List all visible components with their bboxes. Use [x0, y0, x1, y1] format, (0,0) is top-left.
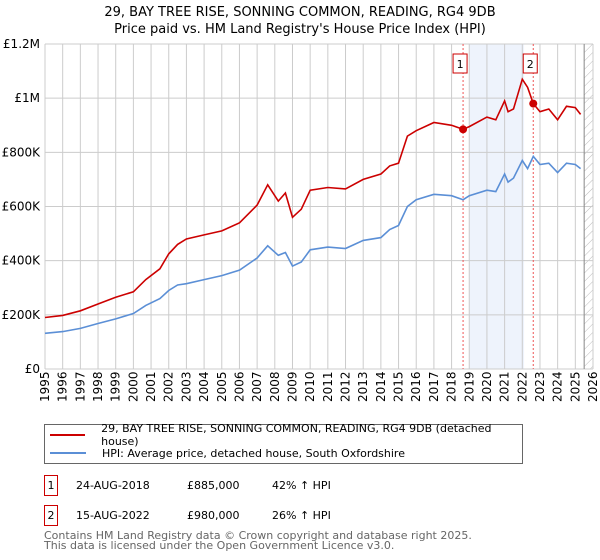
x-tick-label: 2021: [498, 371, 512, 402]
legend-label: HPI: Average price, detached house, Sout…: [102, 446, 405, 460]
x-tick-label: 2001: [144, 371, 158, 402]
transaction-row: 2 15-AUG-2022 £980,000 26% ↑ HPI: [44, 504, 331, 526]
x-tick-label: 1995: [38, 371, 52, 402]
x-tick-label: 1997: [73, 371, 87, 402]
footer: Contains HM Land Registry data © Crown c…: [44, 529, 472, 552]
y-tick-label: £200K: [2, 308, 42, 322]
transaction-date: 24-AUG-2018: [76, 478, 150, 492]
x-tick-label: 2010: [303, 371, 317, 402]
x-tick-label: 2004: [197, 371, 211, 402]
legend-swatch-red: [50, 434, 86, 436]
x-tick-label: 1999: [109, 371, 123, 402]
transaction-price: £885,000: [187, 478, 240, 492]
title-line: 29, BAY TREE RISE, SONNING COMMON, READI…: [104, 5, 496, 20]
x-tick-label: 2015: [392, 371, 406, 402]
sale-point: [459, 125, 468, 134]
legend-item-property: 29, BAY TREE RISE, SONNING COMMON, READI…: [45, 422, 522, 448]
transaction-hpi: 26% ↑ HPI: [272, 508, 331, 522]
x-tick-label: 2002: [162, 371, 176, 402]
y-tick-label: £1M: [14, 91, 40, 105]
transaction-price: £980,000: [187, 508, 240, 522]
y-tick-label: £600K: [2, 200, 42, 214]
x-tick-label: 2025: [568, 371, 582, 402]
x-tick-label: 2006: [232, 371, 246, 402]
legend: 29, BAY TREE RISE, SONNING COMMON, READI…: [44, 422, 523, 464]
transaction-hpi: 42% ↑ HPI: [272, 478, 331, 492]
x-tick-label: 1998: [91, 371, 105, 402]
x-tick-label: 2026: [586, 371, 600, 402]
sale-label-box: [522, 53, 538, 74]
y-tick-label: £400K: [2, 254, 42, 268]
x-tick-label: 2014: [374, 371, 388, 402]
x-tick-label: 2013: [356, 371, 370, 402]
sale-label: 1: [457, 58, 464, 71]
x-tick-label: 2000: [126, 371, 140, 402]
x-tick-label: 2022: [515, 371, 529, 402]
x-tick-label: 2018: [445, 371, 459, 402]
subtitle-line: Price paid vs. HM Land Registry's House …: [114, 22, 486, 37]
chart-title: 29, BAY TREE RISE, SONNING COMMON, READI…: [0, 4, 600, 38]
x-tick-label: 2007: [250, 371, 264, 402]
legend-item-hpi: HPI: Average price, detached house, Sout…: [45, 444, 405, 462]
sale-label: 2: [527, 58, 534, 71]
legend-swatch-blue: [50, 452, 86, 454]
x-tick-label: 2012: [339, 371, 353, 402]
price-chart: 1995 1996 1997 1998 1999 2000 2001 2002 2003 2004…: [2, 37, 600, 402]
x-tick-label: 2008: [268, 371, 282, 402]
x-tick-label: 2024: [551, 371, 565, 402]
sale-label-box: [452, 53, 468, 74]
property-price-line: [44, 77, 582, 319]
x-tick-label: 2019: [462, 371, 476, 402]
x-tick-label: 1996: [56, 371, 70, 402]
x-tick-label: 2016: [409, 371, 423, 402]
sale-point: [529, 99, 538, 108]
hpi-line: [44, 154, 582, 335]
y-tick-label: £800K: [2, 145, 42, 159]
x-tick-label: 2005: [215, 371, 229, 402]
footer-copyright: Contains HM Land Registry data © Crown c…: [44, 529, 472, 542]
x-tick-label: 2020: [480, 371, 494, 402]
x-tick-label: 2011: [321, 371, 335, 402]
transaction-date: 15-AUG-2022: [76, 508, 150, 522]
y-tick-label: £0: [25, 362, 40, 376]
marker-badge: 1: [44, 474, 58, 496]
x-tick-label: 2009: [285, 371, 299, 402]
legend-label: 29, BAY TREE RISE, SONNING COMMON, READI…: [101, 422, 492, 448]
x-tick-label: 2023: [533, 371, 547, 402]
transaction-row: 1 24-AUG-2018 £885,000 42% ↑ HPI: [44, 474, 331, 496]
y-tick-label: £1.2M: [3, 37, 40, 51]
marker-badge: 2: [44, 504, 58, 526]
x-tick-label: 2017: [427, 371, 441, 402]
footer-licence: This data is licensed under the Open Gov…: [44, 539, 395, 552]
x-tick-label: 2003: [179, 371, 193, 402]
